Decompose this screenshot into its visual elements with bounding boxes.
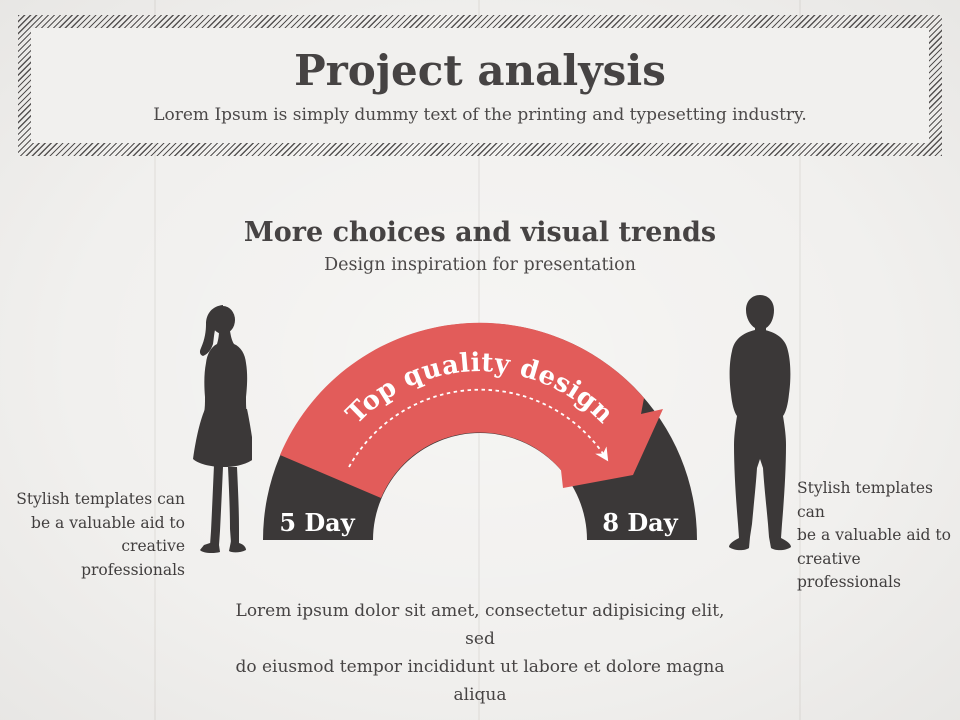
- paper-seam: [799, 0, 801, 720]
- page-title: Project analysis: [294, 45, 666, 95]
- left-note: Stylish templates can be a valuable aid …: [16, 490, 185, 579]
- right-note: Stylish templates can be a valuable aid …: [797, 479, 951, 591]
- footer-note: Lorem ipsum dolor sit amet, consectetur …: [235, 601, 725, 705]
- man-silhouette: [729, 295, 791, 551]
- section-heading: More choices and visual trends: [243, 217, 717, 248]
- section-subheading: Design inspiration for presentation: [324, 255, 636, 275]
- woman-silhouette: [193, 305, 252, 554]
- paper-seam: [154, 0, 156, 720]
- gauge-label-8day: 8 Day: [602, 508, 678, 537]
- gauge-label-5day: 5 Day: [279, 508, 355, 537]
- gauge-arrow-arc: [280, 322, 663, 498]
- page-subtitle: Lorem Ipsum is simply dummy text of the …: [153, 104, 807, 125]
- header-frame-border: Project analysis Lorem Ipsum is simply d…: [18, 15, 942, 156]
- section-heading-block: More choices and visual trends Design in…: [0, 216, 960, 277]
- header-frame: Project analysis Lorem Ipsum is simply d…: [31, 28, 929, 143]
- gauge-dashed-arrow: [348, 388, 609, 468]
- gauge-diagram: Top quality design 5 Day 8 Day: [263, 322, 697, 540]
